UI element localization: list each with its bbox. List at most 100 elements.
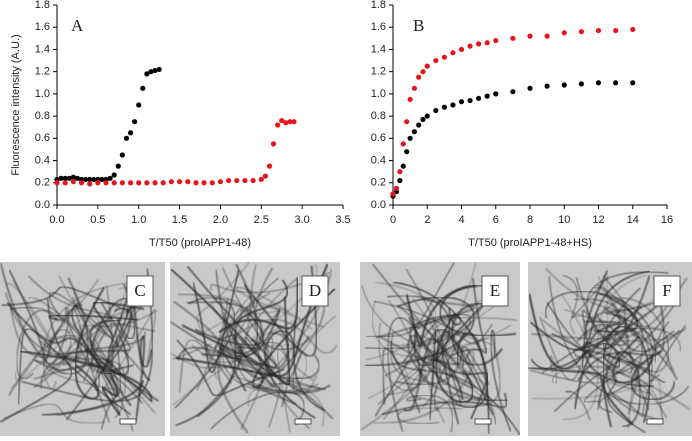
fibril — [548, 275, 690, 405]
y-tick-label: 1.6 — [35, 21, 50, 33]
data-point — [160, 180, 166, 186]
data-point — [270, 141, 277, 147]
data-point — [87, 176, 93, 183]
fibril — [213, 277, 279, 350]
data-point — [136, 102, 142, 108]
panel-label: C — [134, 281, 145, 300]
data-point — [152, 180, 158, 186]
fibril — [170, 352, 322, 390]
y-tick-label: 0.4 — [371, 154, 386, 166]
data-point — [458, 99, 465, 105]
fibril — [186, 300, 281, 351]
y-tick-label: 0.4 — [35, 154, 50, 166]
data-point — [70, 179, 76, 185]
fibril — [5, 280, 53, 343]
panel-label: D — [309, 281, 321, 300]
fibril — [102, 283, 135, 373]
fibril — [549, 355, 558, 384]
data-point — [561, 82, 567, 88]
data-point — [433, 57, 439, 64]
scale-bar — [294, 418, 312, 425]
data-point — [390, 191, 396, 197]
fibril — [405, 394, 454, 433]
data-point — [275, 122, 281, 128]
x-tick-label: 6 — [493, 214, 499, 226]
fibril — [430, 300, 487, 401]
data-point — [70, 174, 76, 180]
fibril — [3, 403, 106, 424]
data-point — [527, 33, 533, 39]
fibril — [71, 296, 101, 391]
fibril — [100, 329, 122, 431]
label-box — [653, 275, 681, 307]
data-point — [416, 74, 422, 80]
fibril — [113, 307, 136, 340]
fibril — [436, 334, 497, 425]
fibril — [432, 322, 465, 376]
x-tick-label: 4 — [458, 214, 464, 226]
data-point — [578, 29, 584, 35]
fibril — [586, 271, 669, 384]
fibril — [0, 262, 90, 376]
fibril — [10, 312, 108, 389]
data-point — [119, 152, 125, 158]
data-point — [476, 95, 482, 101]
fibril — [14, 336, 68, 382]
data-point — [193, 180, 199, 186]
fibril — [572, 313, 628, 359]
data-point — [242, 177, 248, 184]
y-tick-label: 1.4 — [371, 43, 386, 55]
data-point — [148, 69, 154, 75]
y-tick-label: 1.2 — [35, 66, 50, 78]
fibril — [254, 267, 326, 351]
data-point — [185, 179, 191, 185]
data-point — [493, 91, 499, 97]
x-tick-label: 1.0 — [131, 214, 146, 226]
fibril — [194, 309, 265, 347]
data-point — [226, 177, 232, 184]
y-tick-label: 1.4 — [35, 43, 50, 55]
data-point — [467, 97, 473, 104]
fibril — [170, 268, 291, 386]
data-point — [123, 135, 130, 141]
data-point — [416, 122, 422, 128]
data-point — [127, 130, 134, 136]
fibril — [4, 291, 126, 394]
data-point — [420, 69, 426, 75]
data-point — [424, 113, 430, 119]
fibril — [582, 286, 671, 335]
data-point — [407, 135, 413, 141]
data-point — [613, 80, 619, 86]
x-tick-label: 8 — [527, 214, 533, 226]
data-point — [400, 141, 406, 147]
fibril — [48, 291, 145, 375]
fibril — [216, 318, 338, 355]
data-point — [62, 175, 68, 181]
data-point — [283, 120, 289, 126]
fibril — [221, 266, 281, 428]
data-point — [595, 27, 602, 34]
x-tick-label: 2.0 — [213, 214, 228, 226]
fibril — [365, 281, 437, 361]
fibril — [563, 308, 607, 335]
fibril — [364, 296, 476, 367]
data-point — [291, 119, 297, 125]
data-point — [397, 177, 403, 184]
fibril — [172, 300, 250, 435]
data-point — [476, 41, 482, 47]
data-point — [103, 180, 109, 186]
data-point — [433, 107, 439, 114]
fibril — [529, 270, 650, 351]
micrographs: C D E F — [0, 262, 692, 436]
data-point — [467, 43, 473, 49]
data-point — [613, 27, 619, 34]
fibril — [384, 337, 490, 377]
data-point — [144, 71, 150, 77]
data-point — [510, 35, 516, 41]
fibril — [42, 281, 145, 389]
fibril — [411, 297, 455, 378]
panel-label: A — [71, 16, 84, 35]
fibril — [41, 379, 145, 417]
fibril — [28, 296, 124, 419]
data-point — [527, 85, 533, 91]
